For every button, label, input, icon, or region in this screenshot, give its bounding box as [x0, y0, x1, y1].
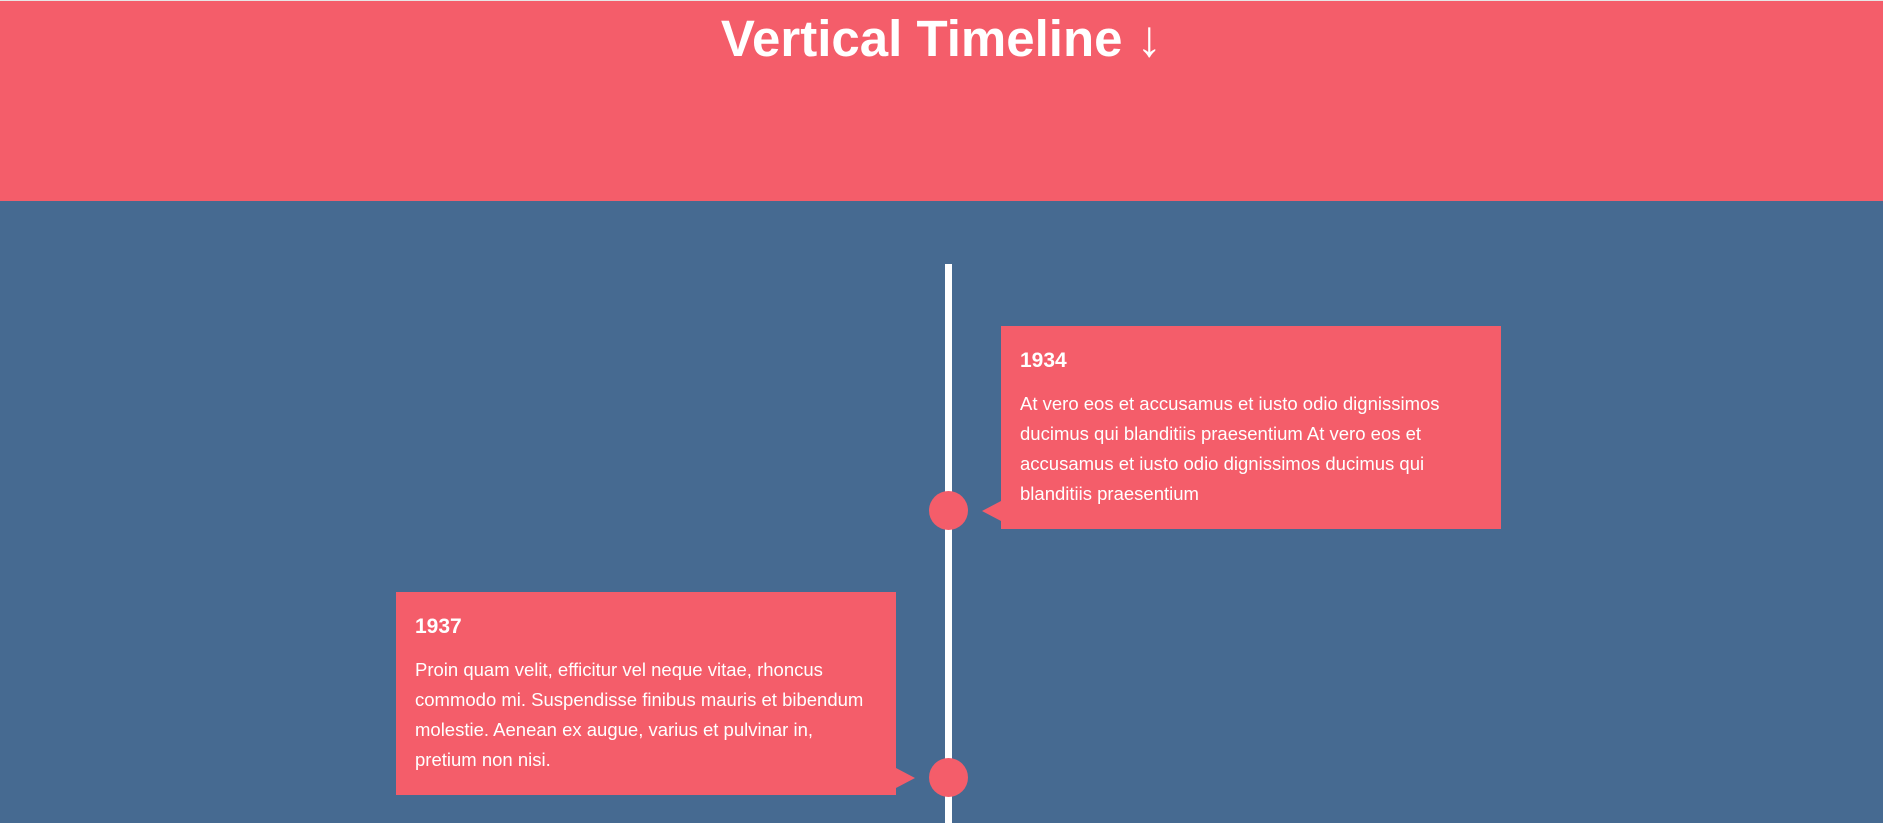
timeline-line [945, 264, 952, 823]
timeline-card-1934: 1934 At vero eos et accusamus et iusto o… [1001, 326, 1501, 529]
card-pointer-1937 [896, 768, 915, 788]
page-title: Vertical Timeline ↓ [0, 9, 1883, 69]
arrow-down-icon: ↓ [1136, 10, 1163, 67]
timeline-year: 1937 [415, 615, 462, 638]
timeline-year: 1934 [1020, 349, 1067, 372]
timeline-dot-1934 [929, 491, 968, 530]
card-pointer-1934 [982, 501, 1001, 521]
timeline-text: At vero eos et accusamus et iusto odio d… [1020, 393, 1440, 504]
timeline-text: Proin quam velit, efficitur vel neque vi… [415, 659, 864, 770]
timeline-dot-1937 [929, 758, 968, 797]
timeline-card-1937: 1937 Proin quam velit, efficitur vel neq… [396, 592, 896, 795]
page-title-text: Vertical Timeline [720, 10, 1123, 67]
page-header: Vertical Timeline ↓ [0, 0, 1883, 201]
